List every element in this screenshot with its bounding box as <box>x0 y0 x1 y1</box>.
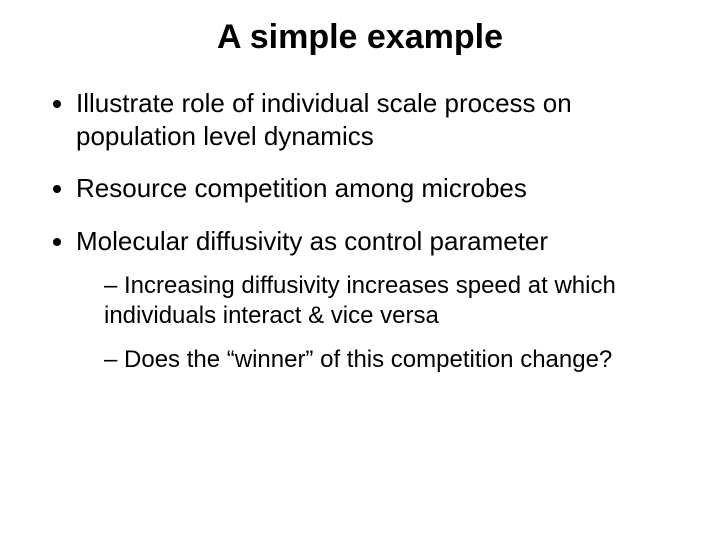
bullet-item: Resource competition among microbes <box>76 172 680 205</box>
sub-bullet-text: Increasing diffusivity increases speed a… <box>104 272 616 329</box>
bullet-text: Molecular diffusivity as control paramet… <box>76 226 548 256</box>
bullet-item: Molecular diffusivity as control paramet… <box>76 225 680 376</box>
bullet-list: Illustrate role of individual scale proc… <box>40 87 680 375</box>
bullet-text: Resource competition among microbes <box>76 173 527 203</box>
sub-bullet-item: Does the “winner” of this competition ch… <box>104 345 680 375</box>
sub-bullet-item: Increasing diffusivity increases speed a… <box>104 271 680 331</box>
bullet-text: Illustrate role of individual scale proc… <box>76 88 572 151</box>
slide: A simple example Illustrate role of indi… <box>0 0 720 540</box>
sub-bullet-text: Does the “winner” of this competition ch… <box>124 346 612 373</box>
sub-bullet-list: Increasing diffusivity increases speed a… <box>76 271 680 375</box>
slide-title: A simple example <box>40 18 680 57</box>
bullet-item: Illustrate role of individual scale proc… <box>76 87 680 152</box>
